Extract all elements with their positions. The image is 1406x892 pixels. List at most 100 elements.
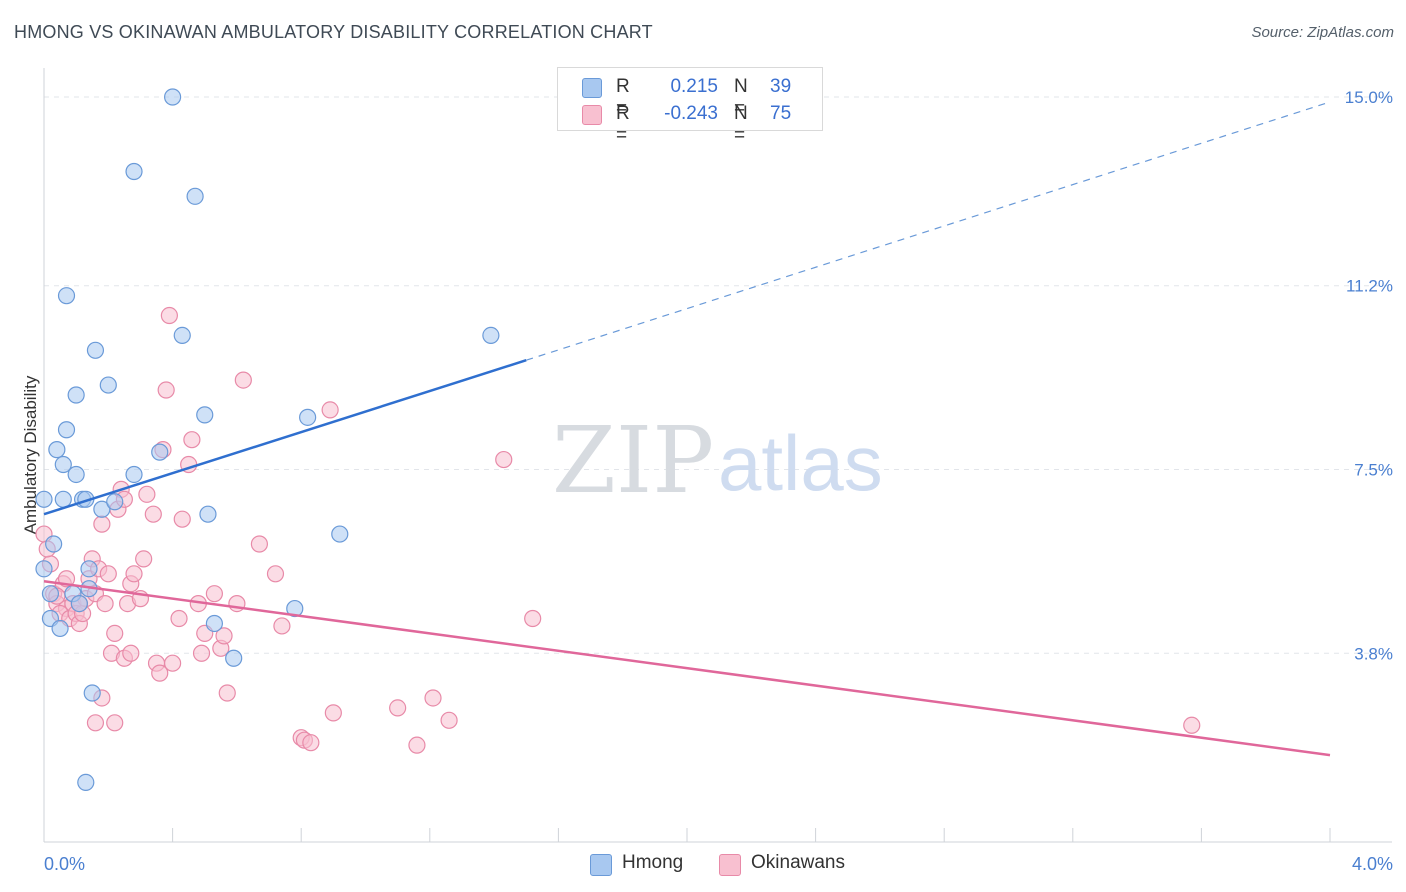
series-okinawans xyxy=(35,306,1201,754)
point-okinawans xyxy=(151,664,169,682)
legend-swatch-hmong xyxy=(582,78,602,98)
point-hmong xyxy=(186,187,204,205)
point-hmong xyxy=(35,490,53,508)
point-hmong xyxy=(77,773,95,792)
trend-line-hmong xyxy=(43,359,527,516)
point-hmong xyxy=(196,406,214,424)
point-okinawans xyxy=(106,714,124,732)
bottom-legend-label-okinawans: Okinawans xyxy=(751,852,845,873)
point-okinawans xyxy=(135,550,153,568)
point-okinawans xyxy=(324,704,342,722)
x-tick-labels: 0.0% 4.0% xyxy=(44,854,1393,874)
point-okinawans xyxy=(215,627,233,645)
point-okinawans xyxy=(183,431,201,449)
point-hmong xyxy=(205,614,223,633)
point-okinawans xyxy=(234,371,252,389)
point-okinawans xyxy=(424,689,442,707)
point-hmong xyxy=(99,376,117,394)
point-okinawans xyxy=(266,565,285,583)
point-okinawans xyxy=(321,401,339,419)
point-okinawans xyxy=(205,585,223,603)
point-hmong xyxy=(70,594,88,613)
point-okinawans xyxy=(170,609,188,628)
point-okinawans xyxy=(218,684,236,702)
chart-title: HMONG VS OKINAWAN AMBULATORY DISABILITY … xyxy=(14,22,653,42)
point-okinawans xyxy=(144,505,162,523)
point-okinawans xyxy=(192,644,211,662)
point-hmong xyxy=(35,560,53,578)
point-hmong xyxy=(225,649,243,667)
point-hmong xyxy=(173,326,191,344)
point-okinawans xyxy=(160,306,178,325)
y-tick-label: 3.8% xyxy=(1354,644,1393,663)
trend-lines xyxy=(43,101,1331,757)
point-hmong xyxy=(48,441,66,459)
y-tick-label: 7.5% xyxy=(1354,461,1393,480)
legend: R = 0.215 N = 39 R = -0.243 N = 75 xyxy=(557,67,823,146)
point-hmong xyxy=(57,421,76,439)
point-okinawans xyxy=(389,699,407,717)
point-okinawans xyxy=(164,654,182,672)
point-hmong xyxy=(54,490,72,508)
point-okinawans xyxy=(106,624,124,643)
legend-n-value: 39 xyxy=(770,76,792,97)
legend-r-value: -0.243 xyxy=(664,103,718,124)
trend-line-hmong-extension xyxy=(526,101,1331,361)
point-hmong xyxy=(80,560,98,578)
point-okinawans xyxy=(440,711,458,729)
watermark-zip: ZIP xyxy=(552,407,714,514)
chart-source: Source: ZipAtlas.com xyxy=(1251,24,1394,41)
point-hmong xyxy=(93,500,111,518)
bottom-legend-label-hmong: Hmong xyxy=(622,852,684,873)
point-hmong xyxy=(57,287,76,305)
point-hmong xyxy=(83,684,101,702)
point-okinawans xyxy=(96,594,114,613)
point-hmong xyxy=(54,455,72,474)
point-okinawans xyxy=(93,515,111,533)
point-hmong xyxy=(482,326,500,344)
point-hmong xyxy=(67,465,85,484)
bottom-legend-swatch-okinawans xyxy=(719,854,741,876)
bottom-legend-swatch-hmong xyxy=(590,854,612,876)
point-hmong xyxy=(86,341,105,359)
point-okinawans xyxy=(125,565,143,583)
x-tick-label: 0.0% xyxy=(44,854,85,874)
y-tick-label: 15.0% xyxy=(1345,88,1393,107)
legend-n-value: 75 xyxy=(770,103,792,124)
x-tick-label: 4.0% xyxy=(1352,854,1393,874)
trend-line-okinawans xyxy=(43,580,1331,757)
watermark: ZIP atlas xyxy=(552,407,883,514)
legend-r-label: R = xyxy=(616,76,630,119)
legend-n-label: N = xyxy=(734,103,748,146)
point-okinawans xyxy=(173,510,191,528)
point-okinawans xyxy=(273,617,291,635)
legend-n-label: N = xyxy=(734,76,748,119)
legend-r-label: R = xyxy=(616,103,630,146)
watermark-atlas: atlas xyxy=(718,419,883,507)
point-hmong xyxy=(125,162,143,181)
point-hmong xyxy=(106,493,124,511)
point-okinawans xyxy=(1183,716,1201,734)
point-hmong xyxy=(286,599,304,618)
point-hmong xyxy=(331,525,349,543)
y-tick-label: 11.2% xyxy=(1346,277,1393,296)
point-hmong xyxy=(151,443,169,461)
point-hmong xyxy=(41,585,60,603)
point-hmong xyxy=(299,408,317,426)
point-okinawans xyxy=(122,644,140,662)
point-hmong xyxy=(199,505,217,523)
point-okinawans xyxy=(250,535,269,553)
point-okinawans xyxy=(99,565,117,583)
legend-r-value: 0.215 xyxy=(670,76,718,97)
y-axis-label: Ambulatory Disability xyxy=(21,375,40,534)
series-hmong xyxy=(35,88,500,792)
point-okinawans xyxy=(302,734,320,752)
gridlines xyxy=(44,96,1392,654)
y-tick-labels: 3.8% 7.5% 11.2% 15.0% xyxy=(1345,88,1393,663)
point-okinawans xyxy=(138,485,156,503)
legend-swatch-okinawans xyxy=(582,105,602,125)
point-okinawans xyxy=(408,736,426,754)
point-okinawans xyxy=(495,450,513,469)
point-okinawans xyxy=(86,714,105,732)
